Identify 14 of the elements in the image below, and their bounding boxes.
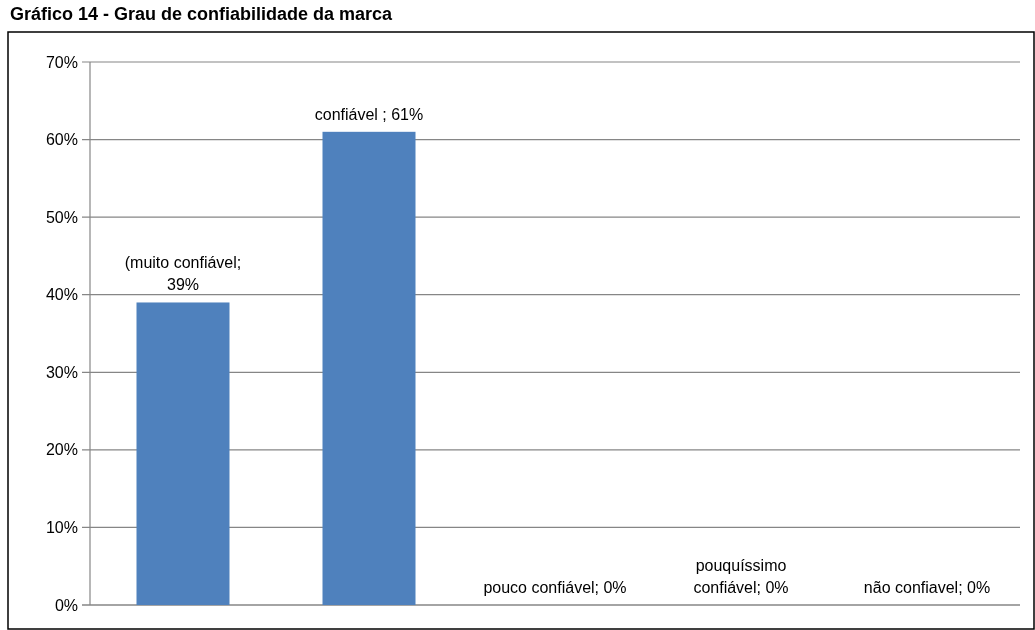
y-tick-label: 10% xyxy=(45,519,78,537)
data-label: (muito confiável; 39% xyxy=(124,254,242,294)
y-tick-label: 60% xyxy=(45,131,78,149)
y-tick-label: 40% xyxy=(45,286,78,304)
chart-title: Gráfico 14 - Grau de confiabilidade da marca xyxy=(10,4,394,24)
y-tick-label: 20% xyxy=(45,441,78,459)
data-label: confiável ; 61% xyxy=(314,105,424,123)
y-tick-label: 70% xyxy=(45,53,78,71)
y-tick-label: 30% xyxy=(45,363,78,381)
data-label: pouco confiável; 0% xyxy=(483,579,627,596)
y-tick-label: 0% xyxy=(54,596,78,614)
data-label: pouquíssimo confiável; 0% xyxy=(693,557,789,596)
y-tick-label: 50% xyxy=(45,208,78,226)
data-label: não confiavel; 0% xyxy=(863,579,991,596)
